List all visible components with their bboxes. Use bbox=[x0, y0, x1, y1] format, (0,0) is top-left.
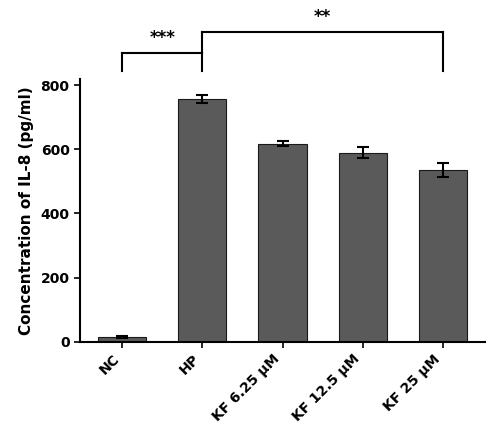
Bar bbox=[258, 144, 306, 342]
Y-axis label: Concentration of IL-8 (pg/ml): Concentration of IL-8 (pg/ml) bbox=[18, 86, 34, 335]
Bar bbox=[178, 99, 226, 342]
Bar bbox=[338, 152, 386, 342]
Bar bbox=[418, 170, 467, 342]
Text: ***: *** bbox=[150, 29, 176, 47]
Text: **: ** bbox=[314, 8, 331, 26]
Bar bbox=[98, 337, 146, 342]
